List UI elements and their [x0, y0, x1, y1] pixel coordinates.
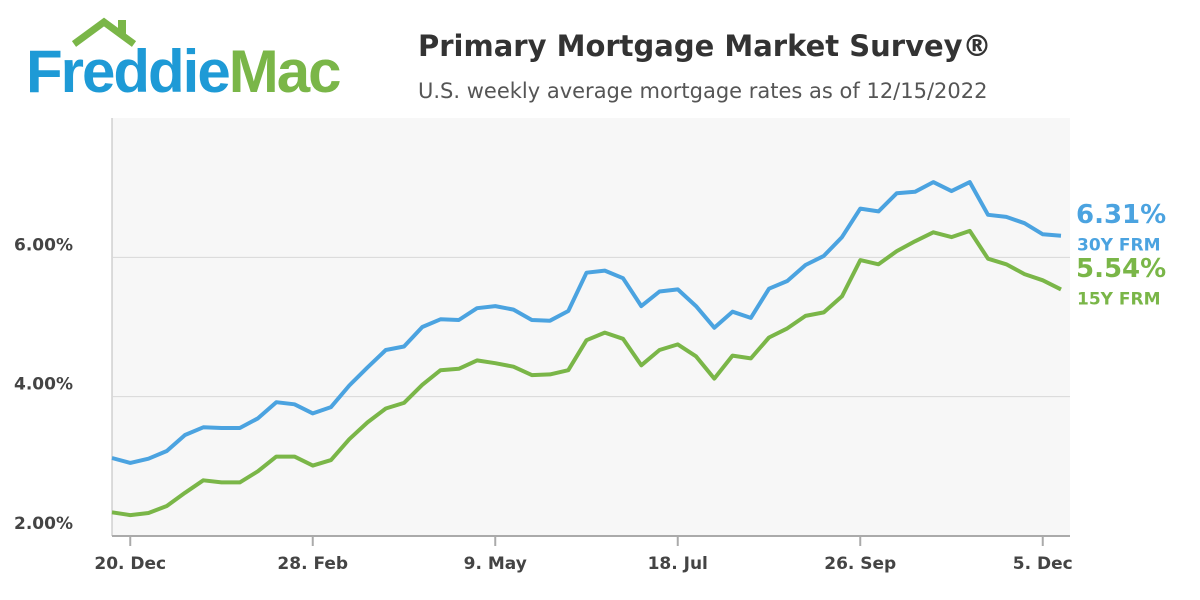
x-tick-label: 28. Feb	[277, 554, 348, 574]
x-tick-label: 18. Jul	[648, 554, 708, 574]
legend-label: 15Y FRM	[1077, 289, 1161, 309]
logo-part: Freddie	[26, 38, 229, 105]
x-tick-label: 20. Dec	[94, 554, 166, 574]
logo-chimney	[118, 20, 126, 34]
x-tick-label: 26. Sep	[824, 554, 896, 574]
logo-part: Mac	[229, 38, 340, 105]
chart-title: Primary Mortgage Market Survey®	[418, 29, 992, 63]
value-label: 5.54%	[1076, 254, 1166, 284]
x-tick-label: 9. May	[464, 554, 527, 574]
x-tick-label: 5. Dec	[1013, 554, 1073, 574]
chart-subtitle: U.S. weekly average mortgage rates as of…	[418, 79, 988, 103]
logo-roof	[71, 17, 137, 47]
y-tick-label: 2.00%	[14, 514, 73, 534]
logo: FreddieMac	[26, 38, 340, 105]
y-tick-label: 6.00%	[14, 235, 73, 255]
line-series	[111, 180, 1062, 465]
y-tick-label: 4.00%	[14, 375, 73, 395]
value-label: 6.31%	[1076, 200, 1166, 230]
plot-background	[112, 118, 1070, 536]
line-series	[111, 228, 1062, 518]
legend-label: 30Y FRM	[1077, 236, 1161, 256]
